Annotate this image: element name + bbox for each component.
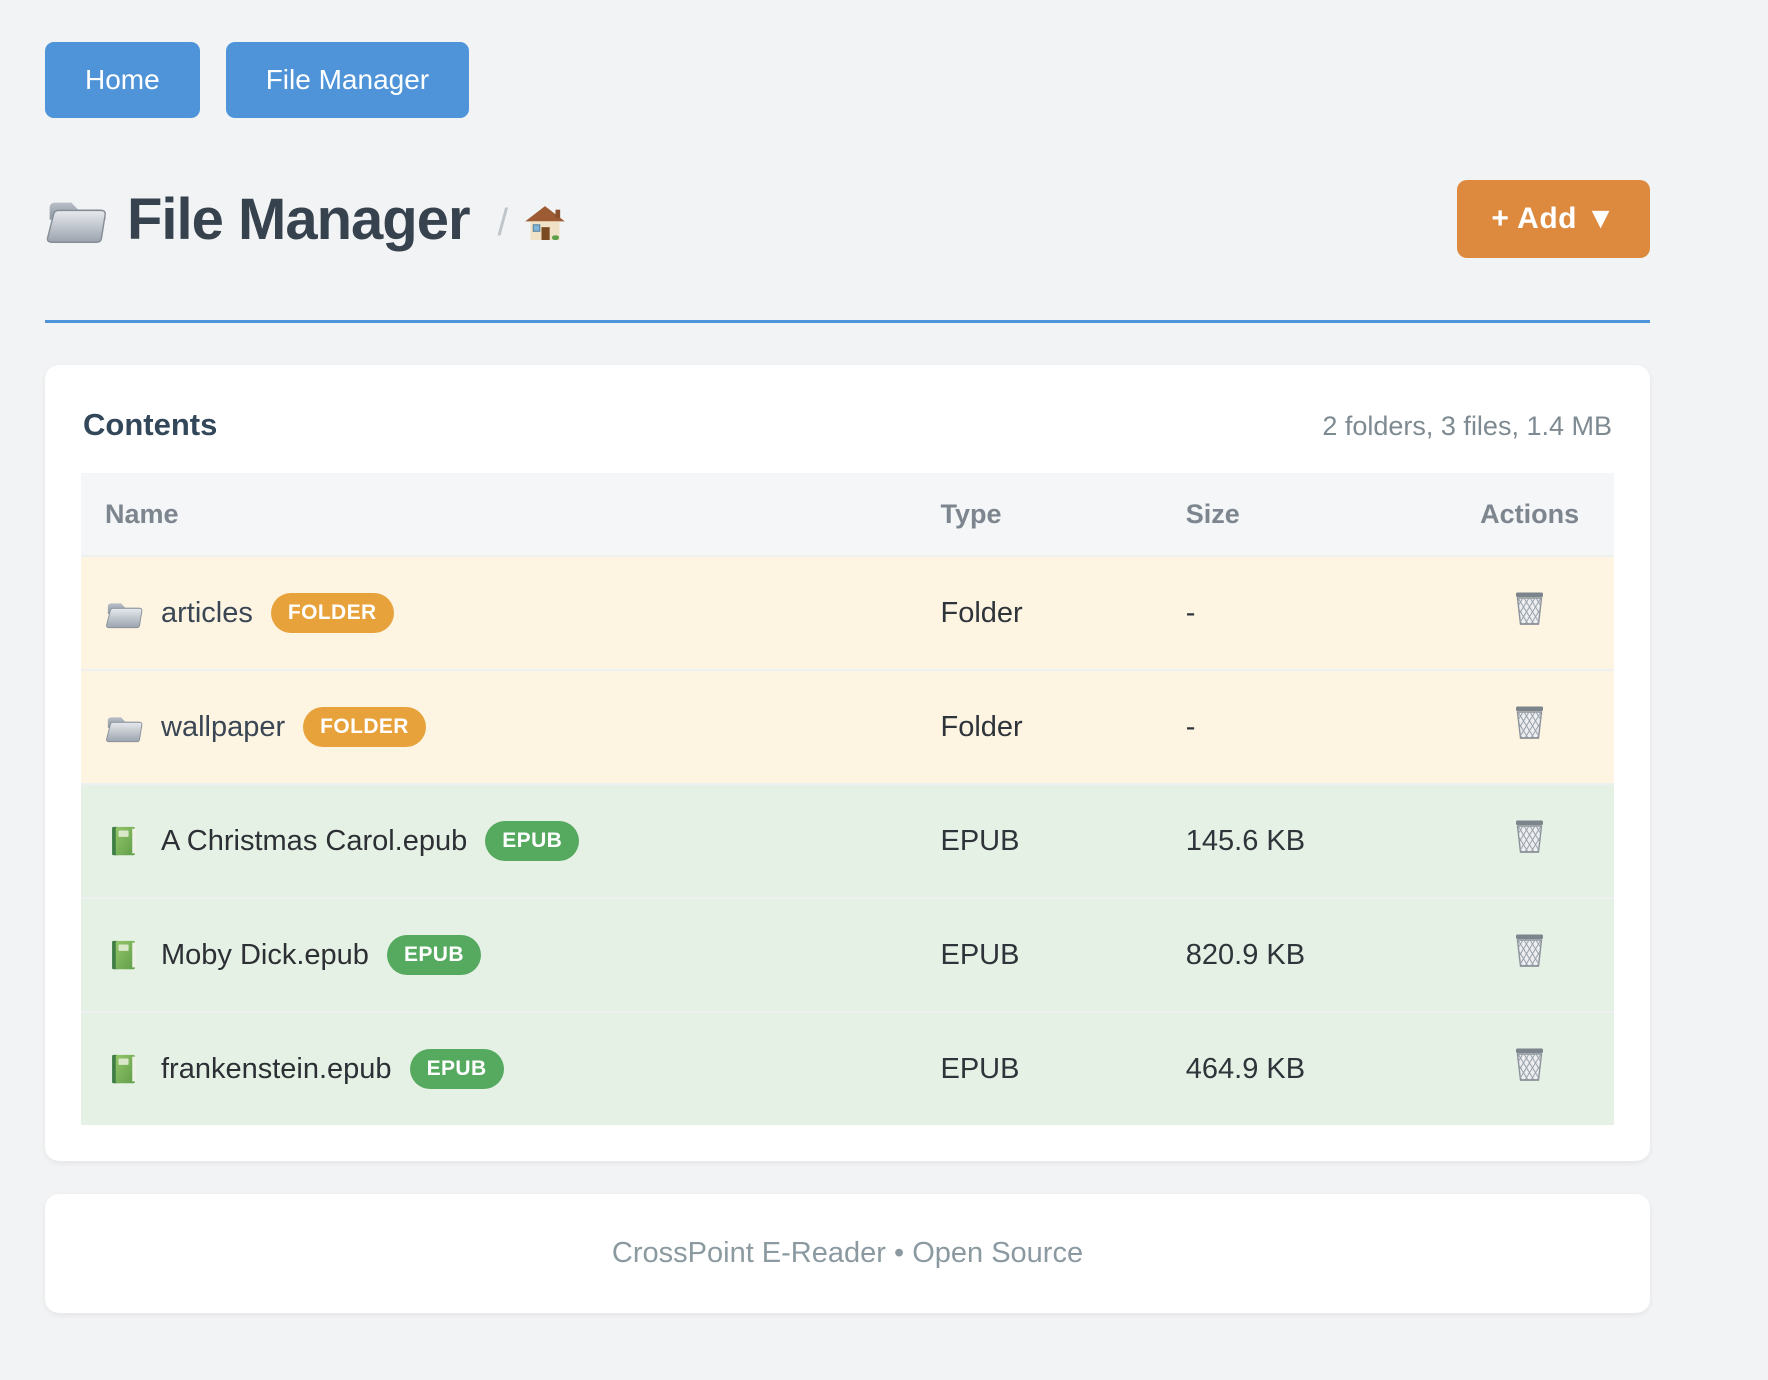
file-manager-button[interactable]: File Manager [225, 42, 470, 118]
folder-icon [106, 716, 143, 742]
top-nav: Home File Manager [45, 42, 1650, 118]
green-book-icon [112, 940, 136, 969]
size-cell: 145.6 KB [1161, 784, 1446, 898]
home-button[interactable]: Home [45, 42, 200, 118]
table-row[interactable]: A Christmas Carol.epub EPUB EPUB 145.6 K… [81, 784, 1614, 898]
name-cell: Moby Dick.epub EPUB [81, 898, 917, 1012]
trash-icon [1516, 1048, 1544, 1081]
actions-cell [1445, 556, 1614, 670]
folder-icon [106, 602, 143, 628]
name-cell: frankenstein.epub EPUB [81, 1012, 917, 1125]
column-header-type: Type [916, 473, 1162, 556]
green-book-icon [112, 1054, 136, 1083]
table-body: articles FOLDER Folder - [81, 556, 1614, 1125]
footer: CrossPoint E-Reader • Open Source [45, 1194, 1650, 1313]
contents-card: Contents 2 folders, 3 files, 1.4 MB Name… [45, 365, 1650, 1161]
delete-button[interactable] [1513, 591, 1546, 627]
table-header-row: Name Type Size Actions [81, 473, 1614, 556]
breadcrumb-separator: / [497, 201, 509, 244]
actions-cell [1445, 898, 1614, 1012]
entry-name[interactable]: A Christmas Carol.epub [161, 824, 468, 857]
contents-header: Contents 2 folders, 3 files, 1.4 MB [83, 407, 1612, 443]
size-cell: - [1161, 670, 1446, 784]
delete-button[interactable] [1513, 819, 1546, 855]
trash-icon [1516, 592, 1544, 625]
breadcrumb[interactable] [524, 205, 566, 243]
add-button[interactable]: + Add ▼ [1457, 180, 1650, 258]
column-header-actions: Actions [1445, 473, 1614, 556]
footer-text: CrossPoint E-Reader • Open Source [611, 1237, 1084, 1269]
table-row[interactable]: Moby Dick.epub EPUB EPUB 820.9 KB [81, 898, 1614, 1012]
table-row[interactable]: frankenstein.epub EPUB EPUB 464.9 KB [81, 1012, 1614, 1125]
type-badge: FOLDER [303, 707, 426, 747]
name-cell: wallpaper FOLDER [81, 670, 917, 784]
contents-heading: Contents [83, 407, 218, 442]
trash-icon [1516, 934, 1544, 967]
entry-name[interactable]: articles [161, 596, 253, 629]
size-cell: 820.9 KB [1161, 898, 1446, 1012]
size-cell: 464.9 KB [1161, 1012, 1446, 1125]
table-row[interactable]: articles FOLDER Folder - [81, 556, 1614, 670]
entry-name[interactable]: frankenstein.epub [161, 1052, 392, 1085]
size-cell: - [1161, 556, 1446, 670]
entry-name[interactable]: Moby Dick.epub [161, 938, 369, 971]
actions-cell [1445, 1012, 1614, 1125]
folder-icon [46, 202, 106, 243]
page-title: File Manager [127, 186, 471, 252]
delete-button[interactable] [1513, 1047, 1546, 1083]
contents-summary: 2 folders, 3 files, 1.4 MB [1322, 411, 1612, 441]
table-row[interactable]: wallpaper FOLDER Folder - [81, 670, 1614, 784]
type-badge: EPUB [409, 1049, 504, 1089]
type-cell: EPUB [916, 784, 1162, 898]
green-book-icon [112, 826, 136, 855]
home-icon [525, 206, 565, 240]
type-cell: EPUB [916, 1012, 1162, 1125]
entry-name[interactable]: wallpaper [161, 710, 286, 743]
type-badge: EPUB [485, 821, 580, 861]
actions-cell [1445, 670, 1614, 784]
column-header-size: Size [1161, 473, 1446, 556]
delete-button[interactable] [1513, 933, 1546, 969]
type-cell: Folder [916, 556, 1162, 670]
trash-icon [1516, 820, 1544, 853]
column-header-name: Name [81, 473, 917, 556]
page: Home File Manager File Manager / + Add ▼… [45, 42, 1650, 1313]
title-row: File Manager / + Add ▼ [45, 180, 1650, 258]
name-cell: A Christmas Carol.epub EPUB [81, 784, 917, 898]
file-table: Name Type Size Actions ar [81, 473, 1614, 1125]
delete-button[interactable] [1513, 705, 1546, 741]
type-badge: EPUB [386, 935, 481, 975]
type-cell: EPUB [916, 898, 1162, 1012]
title-rule [45, 320, 1650, 323]
trash-icon [1516, 706, 1544, 739]
type-cell: Folder [916, 670, 1162, 784]
type-badge: FOLDER [270, 593, 394, 633]
actions-cell [1445, 784, 1614, 898]
name-cell: articles FOLDER [81, 556, 917, 670]
